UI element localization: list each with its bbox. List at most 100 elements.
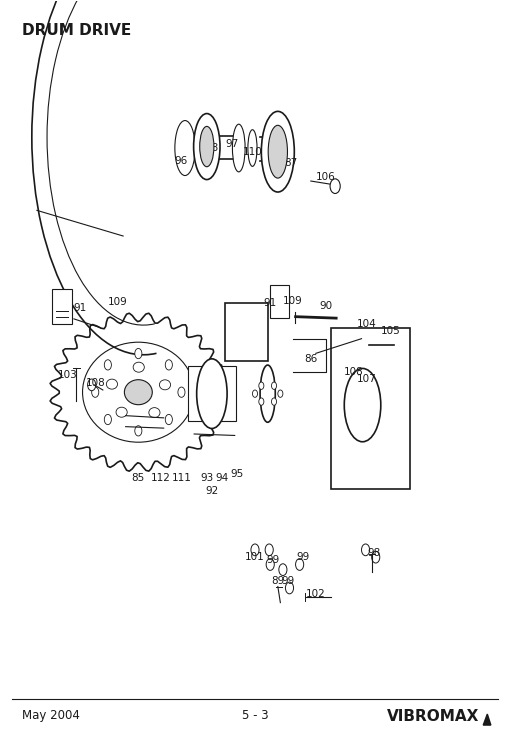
Circle shape <box>258 398 263 406</box>
Circle shape <box>346 370 353 381</box>
Polygon shape <box>483 714 490 725</box>
Circle shape <box>250 544 259 556</box>
Ellipse shape <box>344 369 380 442</box>
Text: DRUM DRIVE: DRUM DRIVE <box>22 24 131 38</box>
Bar <box>224 303 267 361</box>
Circle shape <box>165 360 172 370</box>
Circle shape <box>337 477 344 486</box>
Ellipse shape <box>232 124 245 172</box>
Circle shape <box>395 328 402 337</box>
Text: 5 - 3: 5 - 3 <box>241 709 268 722</box>
Text: 97: 97 <box>225 139 238 149</box>
Text: 86: 86 <box>303 354 317 364</box>
Circle shape <box>178 387 185 397</box>
Text: 94: 94 <box>215 473 228 483</box>
Ellipse shape <box>200 127 213 167</box>
Text: 109: 109 <box>282 296 302 305</box>
Text: 91: 91 <box>263 299 276 308</box>
Circle shape <box>335 470 341 478</box>
Text: 93: 93 <box>200 473 213 483</box>
Circle shape <box>335 445 341 453</box>
Ellipse shape <box>261 111 294 192</box>
Text: 91: 91 <box>73 303 87 313</box>
Ellipse shape <box>106 379 117 389</box>
Ellipse shape <box>116 407 127 417</box>
Text: 108: 108 <box>344 367 363 377</box>
Circle shape <box>361 544 369 556</box>
Text: 112: 112 <box>151 473 171 483</box>
Circle shape <box>335 386 341 394</box>
Ellipse shape <box>247 130 257 166</box>
Text: 99: 99 <box>281 576 294 586</box>
Text: 103: 103 <box>58 370 77 381</box>
Text: 106: 106 <box>316 172 335 183</box>
Text: 102: 102 <box>305 589 325 599</box>
Circle shape <box>252 390 257 397</box>
Circle shape <box>348 328 354 337</box>
Text: 89: 89 <box>271 576 284 586</box>
Text: 104: 104 <box>356 319 376 329</box>
Circle shape <box>104 360 111 370</box>
Ellipse shape <box>193 113 219 180</box>
Text: 105: 105 <box>380 326 400 336</box>
Ellipse shape <box>149 408 160 417</box>
Text: 88: 88 <box>205 143 218 153</box>
Circle shape <box>88 379 96 391</box>
Text: 111: 111 <box>171 473 191 483</box>
Circle shape <box>371 551 379 563</box>
Ellipse shape <box>124 380 152 405</box>
Text: 99: 99 <box>266 555 279 565</box>
Ellipse shape <box>159 380 170 390</box>
Text: 85: 85 <box>131 473 145 483</box>
Text: 107: 107 <box>356 374 376 384</box>
Ellipse shape <box>268 125 287 178</box>
Text: 95: 95 <box>230 470 243 479</box>
Text: 98: 98 <box>367 548 380 558</box>
Text: 87: 87 <box>284 158 297 168</box>
Text: 90: 90 <box>319 301 332 311</box>
Text: 108: 108 <box>85 378 105 388</box>
Circle shape <box>398 445 404 453</box>
Circle shape <box>271 398 276 406</box>
Circle shape <box>335 415 341 424</box>
Circle shape <box>335 328 341 337</box>
Circle shape <box>278 564 287 576</box>
Text: 92: 92 <box>205 486 218 496</box>
Circle shape <box>391 338 400 351</box>
Circle shape <box>398 470 404 478</box>
Text: 109: 109 <box>108 297 128 307</box>
Circle shape <box>104 414 111 425</box>
Circle shape <box>258 382 263 389</box>
Bar <box>52 289 72 324</box>
Text: 99: 99 <box>296 552 309 562</box>
Ellipse shape <box>196 359 227 428</box>
Circle shape <box>398 356 404 365</box>
Circle shape <box>329 179 340 194</box>
Circle shape <box>398 386 404 394</box>
Circle shape <box>266 559 274 570</box>
Circle shape <box>295 559 303 570</box>
Circle shape <box>134 348 142 358</box>
Circle shape <box>271 382 276 389</box>
Text: VIBROMAX: VIBROMAX <box>386 709 478 724</box>
Bar <box>187 367 236 421</box>
Circle shape <box>134 425 142 436</box>
Circle shape <box>277 390 282 397</box>
Circle shape <box>92 387 99 397</box>
Circle shape <box>335 356 341 365</box>
Circle shape <box>383 328 389 337</box>
Circle shape <box>358 330 367 344</box>
Text: 110: 110 <box>242 146 262 157</box>
Ellipse shape <box>175 121 195 175</box>
Circle shape <box>398 415 404 424</box>
Ellipse shape <box>133 362 144 372</box>
Text: 101: 101 <box>245 552 264 562</box>
Bar <box>330 328 409 489</box>
Bar <box>270 285 289 318</box>
Text: May 2004: May 2004 <box>22 709 79 722</box>
Ellipse shape <box>260 365 275 422</box>
Circle shape <box>265 544 273 556</box>
Circle shape <box>165 414 172 425</box>
Text: 96: 96 <box>175 156 188 166</box>
Circle shape <box>285 582 293 594</box>
